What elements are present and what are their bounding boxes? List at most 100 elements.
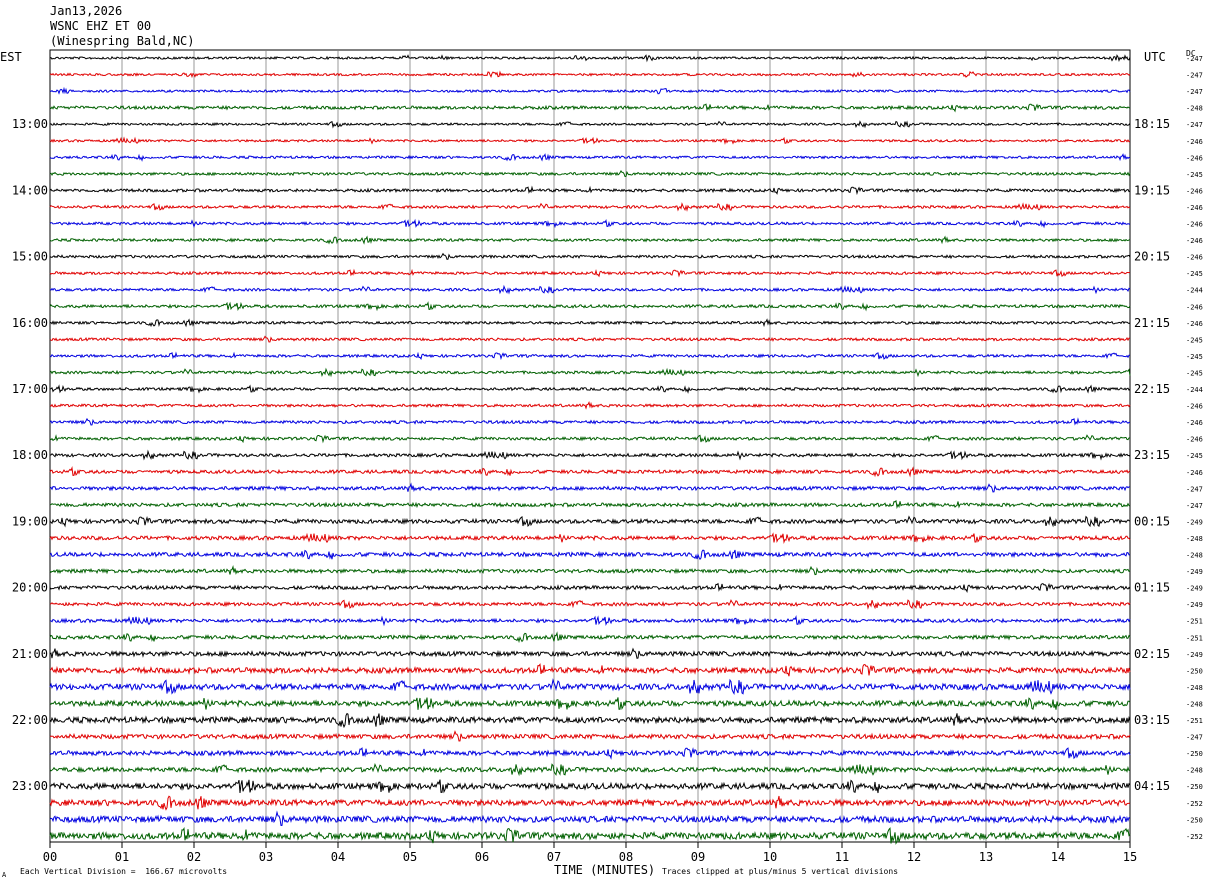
- dc-offset-label: -250: [1186, 816, 1203, 824]
- dc-offset-label: -245: [1186, 369, 1203, 377]
- right-timezone-label: UTC: [1144, 50, 1166, 64]
- dc-offset-label: -244: [1186, 386, 1203, 394]
- dc-offset-label: -249: [1186, 601, 1203, 609]
- x-tick-label: 15: [1123, 850, 1137, 864]
- trace-row: [49, 318, 1131, 328]
- trace-row: [49, 401, 1131, 410]
- dc-offset-label: -246: [1186, 469, 1203, 477]
- trace-row: [49, 86, 1131, 95]
- trace-row: [49, 465, 1131, 478]
- dc-offset-label: -246: [1186, 204, 1203, 212]
- trace-row: [49, 103, 1131, 113]
- dc-offset-label: -252: [1186, 833, 1203, 841]
- utc-hour-label: 00:15: [1134, 514, 1170, 528]
- dc-offset-label: -247: [1186, 485, 1203, 493]
- dc-offset-label: -246: [1186, 187, 1203, 195]
- dc-offset-label: -249: [1186, 568, 1203, 576]
- dc-offset-label: -245: [1186, 353, 1203, 361]
- dc-offset-label: -246: [1186, 436, 1203, 444]
- trace-row: [49, 284, 1131, 295]
- dc-offset-label: -246: [1186, 254, 1203, 262]
- trace-row: [49, 252, 1131, 260]
- dc-offset-label: -246: [1186, 221, 1203, 229]
- dc-offset-label: -245: [1186, 336, 1203, 344]
- trace-row: [49, 202, 1131, 212]
- dc-offset-label: -244: [1186, 287, 1203, 295]
- trace-row: [49, 810, 1131, 827]
- dc-offset-label: -248: [1186, 552, 1203, 560]
- trace-row: [49, 663, 1131, 677]
- trace-row: [49, 301, 1131, 312]
- header-date: Jan13,2026: [50, 4, 123, 18]
- est-hour-label: 18:00: [12, 448, 48, 462]
- trace-row: [49, 482, 1130, 493]
- utc-hour-label: 04:15: [1134, 779, 1170, 793]
- trace-row: [49, 549, 1131, 561]
- utc-hour-label: 18:15: [1134, 117, 1170, 131]
- dc-offset-label: -245: [1186, 452, 1203, 460]
- trace-row: [49, 351, 1131, 361]
- dc-offset-label: -247: [1186, 502, 1203, 510]
- dc-offset-label: -247: [1186, 55, 1203, 63]
- trace-row: [49, 647, 1131, 659]
- left-timezone-label: EST: [0, 50, 22, 64]
- est-hour-label: 14:00: [12, 183, 48, 197]
- dc-offset-label: -249: [1186, 651, 1203, 659]
- trace-row: [49, 218, 1131, 229]
- x-tick-label: 05: [403, 850, 417, 864]
- x-tick-label: 10: [763, 850, 777, 864]
- trace-row: [49, 565, 1131, 576]
- est-hour-label: 17:00: [12, 382, 48, 396]
- x-tick-label: 03: [259, 850, 273, 864]
- dc-offset-label: -249: [1186, 585, 1203, 593]
- dc-offset-label: -252: [1186, 800, 1203, 808]
- dc-offset-label: -247: [1186, 121, 1203, 129]
- est-hour-label: 13:00: [12, 117, 48, 131]
- trace-row: [49, 615, 1131, 627]
- trace-row: [49, 515, 1131, 528]
- trace-row: [49, 335, 1131, 343]
- header-location: (Winespring Bald,NC): [50, 34, 195, 48]
- trace-row: [49, 54, 1131, 63]
- trace-row: [49, 417, 1131, 426]
- trace-row: [49, 169, 1131, 178]
- trace-row: [49, 678, 1131, 696]
- corner-mark: A: [2, 871, 7, 879]
- dc-offset-label: -250: [1186, 750, 1203, 758]
- dc-offset-label: -250: [1186, 667, 1203, 675]
- trace-row: [49, 747, 1131, 760]
- dc-offset-label: -247: [1186, 72, 1203, 80]
- dc-offset-label: -251: [1186, 717, 1203, 725]
- x-tick-label: 14: [1051, 850, 1065, 864]
- x-tick-label: 12: [907, 850, 921, 864]
- scale-note: Each Vertical Division = 166.67 microvol…: [20, 867, 228, 876]
- trace-row: [49, 532, 1131, 544]
- dc-offset-label: -248: [1186, 105, 1203, 113]
- dc-offset-label: -249: [1186, 518, 1203, 526]
- utc-hour-label: 03:15: [1134, 713, 1170, 727]
- trace-row: [49, 763, 1131, 777]
- clip-note: Traces clipped at plus/minus 5 vertical …: [662, 867, 899, 876]
- trace-row: [49, 434, 1131, 444]
- x-tick-label: 01: [115, 850, 129, 864]
- dc-offset-label: -245: [1186, 171, 1203, 179]
- dc-offset-label: -248: [1186, 767, 1203, 775]
- trace-row: [49, 499, 1131, 510]
- dc-offset-label: -251: [1186, 634, 1203, 642]
- dc-offset-label: -246: [1186, 403, 1203, 411]
- trace-row: [49, 136, 1131, 145]
- trace-row: [49, 449, 1131, 461]
- trace-row: [49, 582, 1131, 594]
- trace-row: [49, 70, 1131, 79]
- x-tick-label: 06: [475, 850, 489, 864]
- trace-row: [49, 795, 1131, 811]
- trace-row: [49, 120, 1131, 129]
- est-hour-label: 16:00: [12, 316, 48, 330]
- dc-offset-label: -246: [1186, 138, 1203, 146]
- trace-row: [49, 697, 1131, 711]
- x-tick-label: 08: [619, 850, 633, 864]
- trace-row: [49, 367, 1131, 378]
- dc-offset-label: -251: [1186, 618, 1203, 626]
- utc-hour-label: 02:15: [1134, 647, 1170, 661]
- dc-offset-label: -246: [1186, 154, 1203, 162]
